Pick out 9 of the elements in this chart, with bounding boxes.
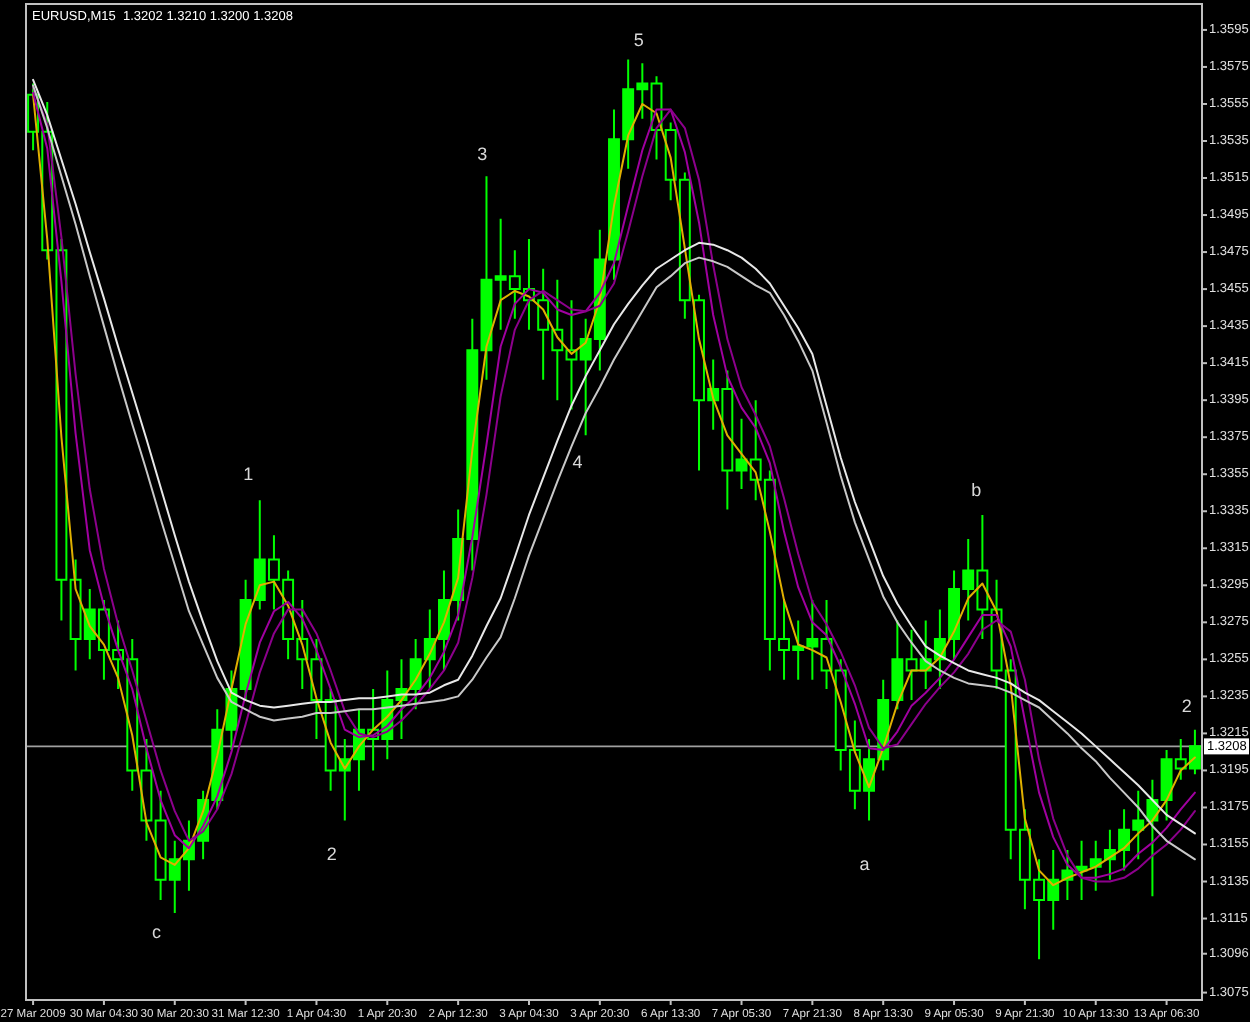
annotation: 2: [1181, 696, 1192, 717]
annotation: b: [971, 480, 982, 501]
annotation: 2: [326, 843, 337, 864]
annotation: 4: [572, 452, 583, 473]
annotation: c: [152, 922, 163, 943]
annotation: 3: [477, 144, 488, 165]
annotation: 5: [633, 29, 644, 50]
annotation: 1: [243, 464, 254, 485]
annotation: a: [859, 853, 870, 874]
